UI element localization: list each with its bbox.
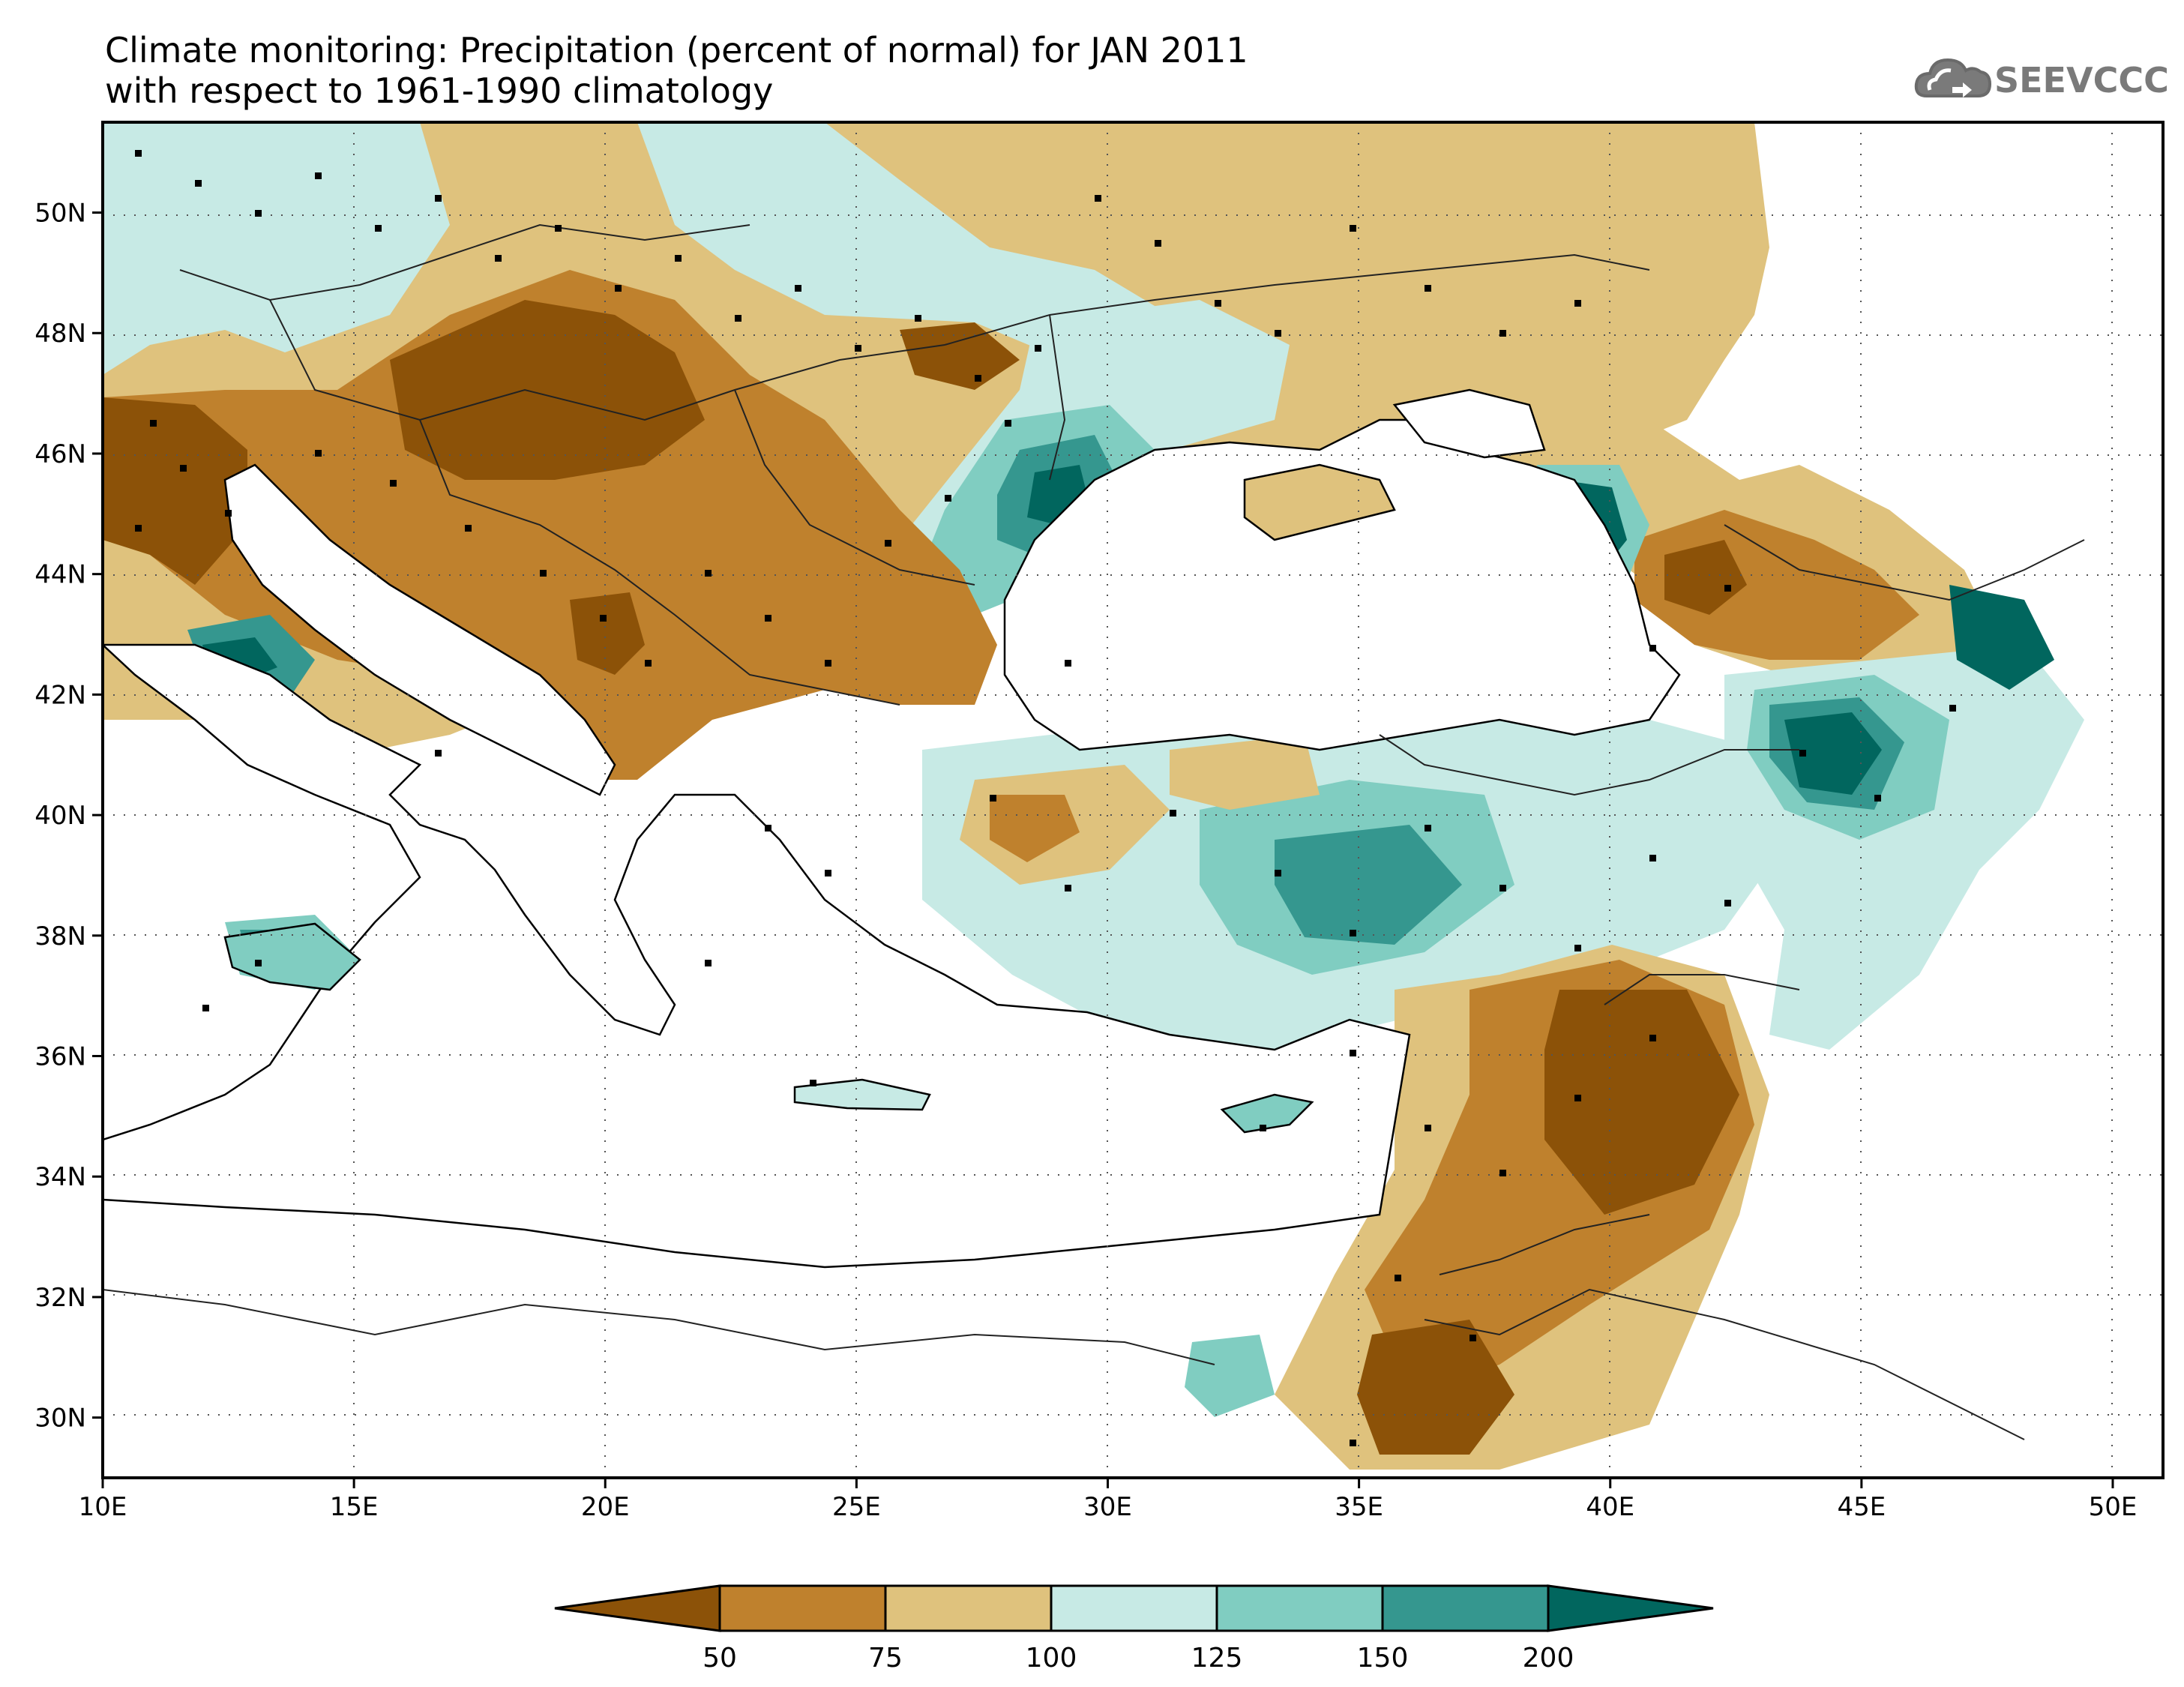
legend-swatch-below: [554, 1584, 721, 1632]
y-tick-label: 42N: [34, 680, 86, 710]
x-tick-label: 50E: [2089, 1492, 2138, 1522]
field-aqua-north: [103, 122, 450, 375]
field-dark-anatolia: [1275, 825, 1462, 945]
field-brown-west-anatolia: [990, 795, 1080, 862]
field-aqua-carpathians: [637, 122, 1170, 360]
field-darkest-armenia: [1784, 712, 1882, 795]
field-darkbrown-serbia: [570, 592, 645, 675]
legend-swatch: [884, 1584, 1053, 1632]
sicily-island: [223, 922, 361, 991]
x-tick-label: 35E: [1335, 1492, 1383, 1522]
legend-swatch: [1050, 1584, 1218, 1632]
adriatic-sea: [223, 463, 616, 796]
legend-label: 75: [868, 1643, 903, 1674]
legend-label: 50: [703, 1643, 737, 1674]
y-tick-label: 30N: [34, 1404, 86, 1434]
y-axis-ticks: 50N 48N 46N 44N 42N 40N 38N 36N 34N 32N 30N: [34, 199, 103, 1434]
legend-swatch: [1215, 1584, 1384, 1632]
x-tick-label: 45E: [1837, 1492, 1886, 1522]
field-darkbrown-negev: [1357, 1320, 1514, 1455]
precipitation-field: [103, 122, 2084, 1470]
legend-swatch: [718, 1584, 887, 1632]
sea-of-azov: [1392, 388, 1546, 459]
y-tick-label: 32N: [34, 1283, 86, 1313]
chart-title-line-1: Climate monitoring: Precipitation (perce…: [105, 30, 1248, 70]
x-tick-label: 40E: [1586, 1492, 1634, 1522]
y-tick-label: 46N: [34, 439, 86, 469]
field-teal-sinai: [1185, 1335, 1275, 1417]
x-tick-label: 30E: [1083, 1492, 1132, 1522]
y-tick-label: 50N: [34, 199, 86, 229]
legend-swatch: [1381, 1584, 1550, 1632]
field-darkbrown-pannonia: [390, 300, 705, 480]
x-tick-label: 15E: [330, 1492, 379, 1522]
legend-label: 125: [1191, 1643, 1243, 1674]
logo-text: SEEVCCC: [1994, 60, 2169, 100]
water-bodies: [103, 388, 1681, 1269]
cloud-icon: [1914, 58, 1992, 97]
legend-swatch-above: [1547, 1584, 1714, 1632]
station-markers: [135, 150, 1956, 1446]
field-darkbrown-caucasus: [1664, 540, 1747, 615]
cyprus-island: [1220, 1093, 1314, 1134]
x-tick-label: 10E: [79, 1492, 127, 1522]
y-tick-label: 44N: [34, 560, 86, 590]
x-tick-label: 25E: [832, 1492, 881, 1522]
field-brown-balkans: [103, 270, 997, 780]
legend-label: 100: [1026, 1643, 1077, 1674]
plot-area: [103, 122, 2163, 1478]
legend-label: 150: [1357, 1643, 1409, 1674]
islands: [223, 463, 1396, 1134]
black-sea: [1003, 418, 1681, 751]
y-tick-label: 36N: [34, 1042, 86, 1072]
gridlines: [103, 122, 2163, 1478]
seevccc-logo: SEEVCCC: [1914, 58, 2169, 100]
plot-frame: [101, 121, 2165, 1479]
country-borders: [103, 223, 2085, 1440]
crete-island: [793, 1078, 931, 1111]
field-darkest-azerbaijan: [1949, 585, 2054, 690]
y-tick-label: 34N: [34, 1162, 86, 1192]
chart-title-line-2: with respect to 1961-1990 climatology: [105, 70, 773, 111]
field-darkbrown-romania: [900, 322, 1020, 390]
legend-label: 200: [1523, 1643, 1574, 1674]
field-darkbrown-alps: [103, 397, 247, 585]
field-tan-central-anatolia: [1170, 735, 1320, 810]
y-tick-label: 38N: [34, 921, 86, 951]
x-axis-ticks: 10E 15E 20E 25E 30E 35E 40E 45E 50E: [79, 1478, 2138, 1522]
mediterranean-sea: [103, 643, 1411, 1269]
crimea-peninsula: [1243, 463, 1396, 541]
field-darkbrown-syria: [1544, 990, 1739, 1215]
x-tick-label: 20E: [581, 1492, 630, 1522]
y-tick-label: 40N: [34, 801, 86, 831]
y-tick-label: 48N: [34, 319, 86, 349]
colorbar-legend: 50 75 100 125 150 200: [554, 1584, 1714, 1674]
